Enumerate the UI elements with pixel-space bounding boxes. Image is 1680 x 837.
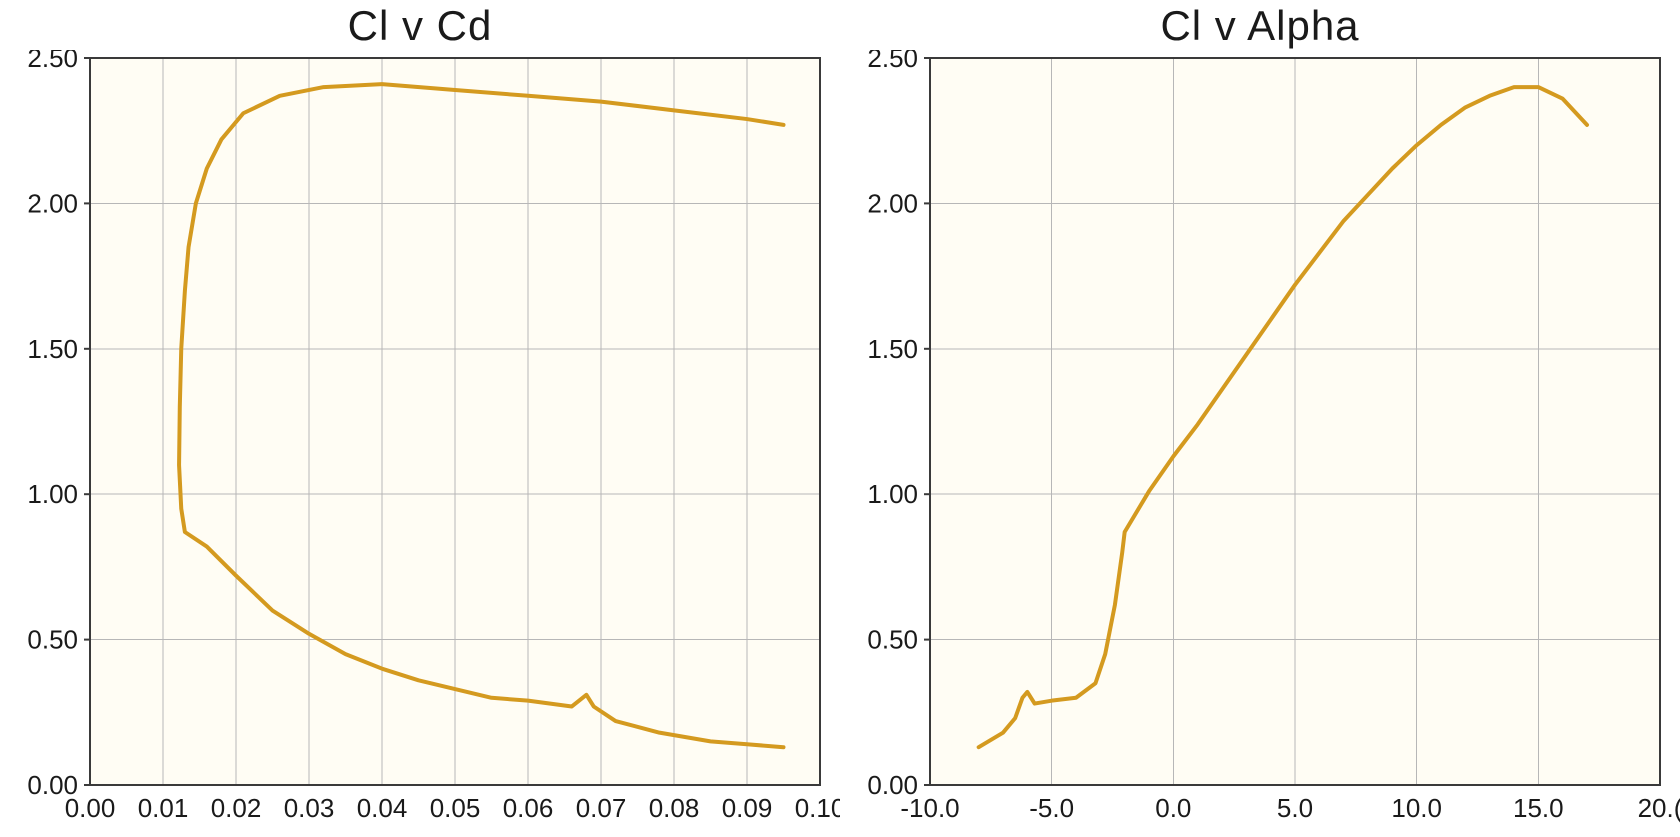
xtick-label: 0.06 (503, 793, 554, 823)
ytick-label: 1.00 (27, 479, 78, 509)
xtick-label: 0.05 (430, 793, 481, 823)
ytick-label: 2.00 (867, 188, 918, 218)
panel-cl-alpha: Cl v Alpha 0.000.501.001.502.002.50-10.0… (840, 0, 1680, 837)
xtick-label: 0.0 (1155, 793, 1191, 823)
xtick-label: 10.0 (1391, 793, 1442, 823)
xtick-label: 0.01 (138, 793, 189, 823)
xtick-label: 0.10 (795, 793, 840, 823)
ytick-label: 2.00 (27, 188, 78, 218)
ytick-label: 2.50 (867, 50, 918, 73)
ytick-label: 0.50 (27, 625, 78, 655)
xtick-label: 0.07 (576, 793, 627, 823)
xtick-label: 0.02 (211, 793, 262, 823)
xtick-label: -10.0 (900, 793, 959, 823)
chart-svg-right: 0.000.501.001.502.002.50-10.0-5.00.05.01… (840, 50, 1680, 831)
xtick-label: 15.0 (1513, 793, 1564, 823)
xtick-label: 5.0 (1277, 793, 1313, 823)
ytick-label: 1.00 (867, 479, 918, 509)
xtick-label: 0.09 (722, 793, 773, 823)
xtick-label: 0.08 (649, 793, 700, 823)
ytick-label: 2.50 (27, 50, 78, 73)
ytick-label: 1.50 (867, 334, 918, 364)
xtick-label: 0.04 (357, 793, 408, 823)
xtick-label: 20.( (1638, 793, 1680, 823)
chart-title-right: Cl v Alpha (840, 0, 1680, 50)
chart-title-left: Cl v Cd (0, 0, 840, 50)
xtick-label: -5.0 (1029, 793, 1074, 823)
xtick-label: 0.00 (65, 793, 116, 823)
xtick-label: 0.03 (284, 793, 335, 823)
ytick-label: 0.50 (867, 625, 918, 655)
chart-panels: Cl v Cd 0.000.501.001.502.002.500.000.01… (0, 0, 1680, 837)
ytick-label: 1.50 (27, 334, 78, 364)
panel-cl-cd: Cl v Cd 0.000.501.001.502.002.500.000.01… (0, 0, 840, 837)
chart-svg-left: 0.000.501.001.502.002.500.000.010.020.03… (0, 50, 840, 831)
